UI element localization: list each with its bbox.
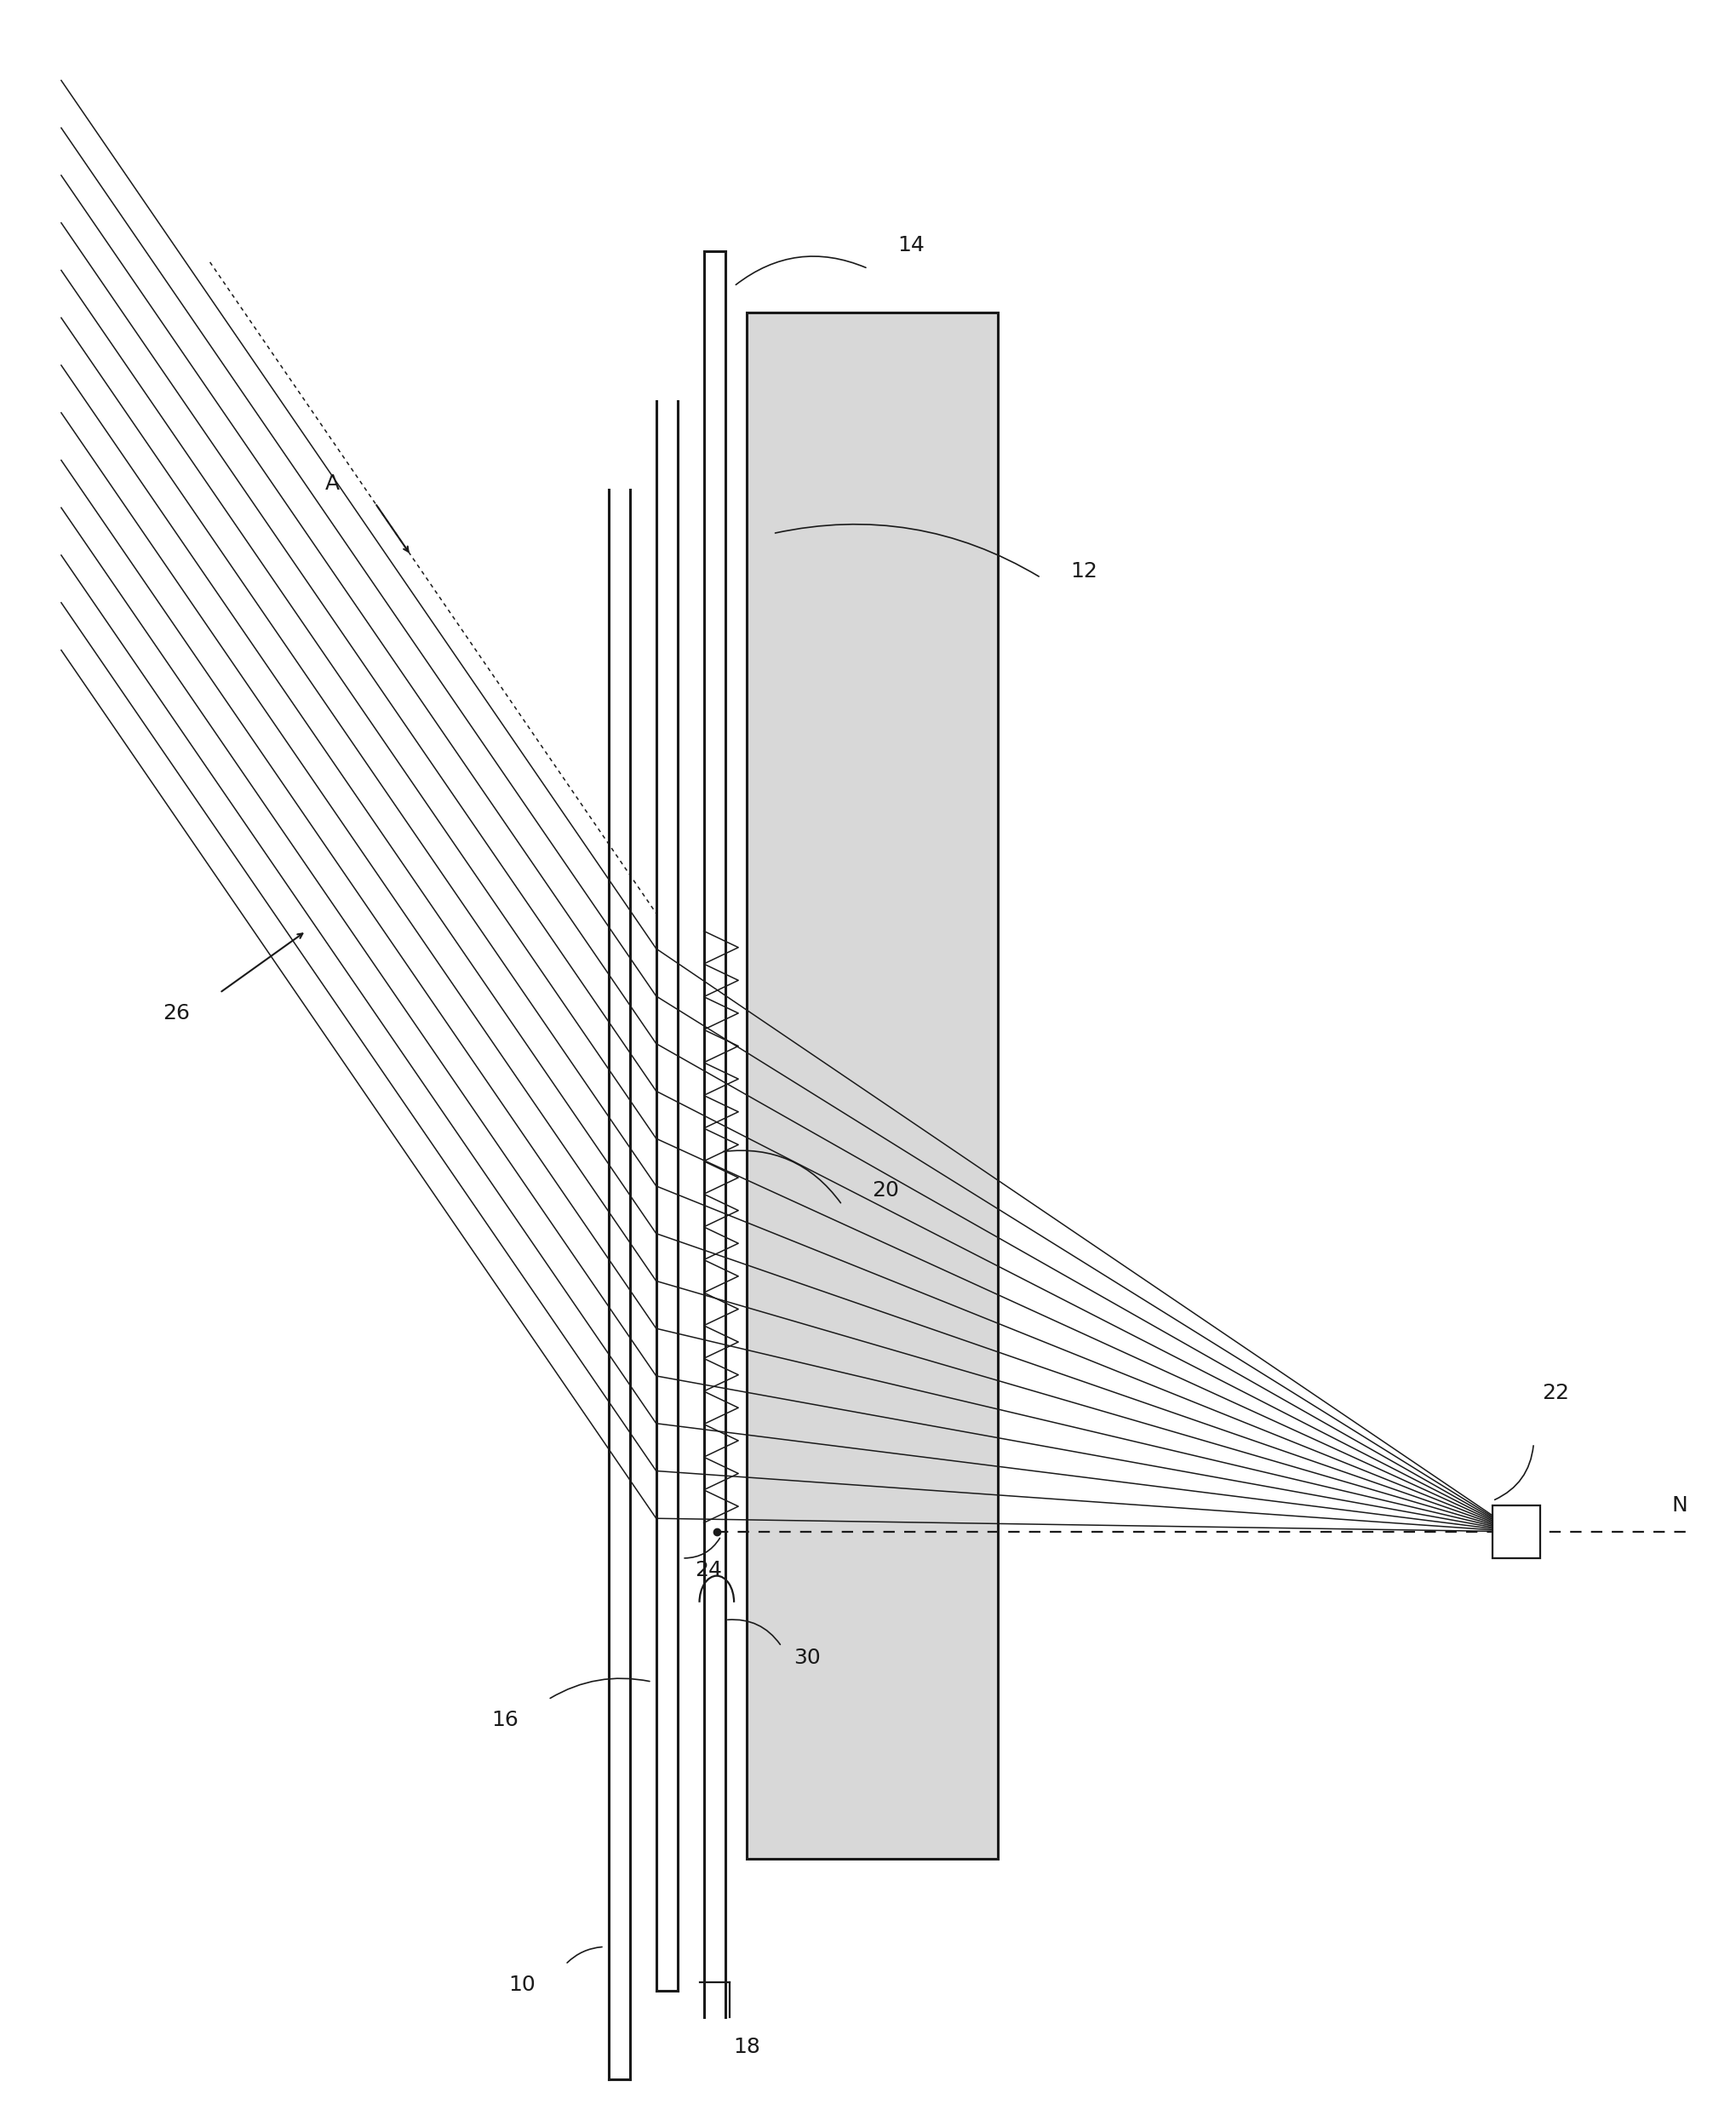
- Text: 26: 26: [163, 1004, 189, 1023]
- Text: A: A: [325, 472, 339, 493]
- Text: 10: 10: [509, 1974, 536, 1995]
- Text: N: N: [1672, 1495, 1687, 1514]
- Text: 12: 12: [1071, 562, 1097, 583]
- Text: 14: 14: [898, 234, 925, 255]
- Text: 22: 22: [1542, 1383, 1569, 1404]
- Text: 16: 16: [491, 1710, 519, 1729]
- Bar: [1493, 1506, 1540, 1559]
- Text: 24: 24: [694, 1559, 722, 1580]
- Text: 18: 18: [733, 2038, 760, 2057]
- Text: 20: 20: [871, 1180, 899, 1200]
- Text: 30: 30: [793, 1648, 821, 1668]
- Bar: [746, 313, 998, 1859]
